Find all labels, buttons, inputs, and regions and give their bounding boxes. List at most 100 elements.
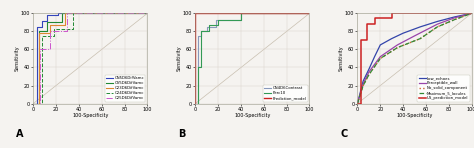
CN4D6Contrast [307,12,312,14]
Perceptible_wall [366,71,372,73]
Low_echoes [366,68,372,70]
Low_echoes [355,103,360,104]
C23D6DifVamc [36,32,42,34]
US_prediction_model [372,23,377,25]
CN4D6Contrast [204,26,210,28]
Line: No_solid_component: No_solid_component [357,13,472,104]
No_solid_component [355,103,360,104]
X-axis label: 100-Specificity: 100-Specificity [234,113,271,118]
No_solid_component [360,85,366,86]
Perc10 [206,24,212,26]
C25D6DifVamc [47,49,53,50]
CN5D6DifVamc [39,26,45,28]
CN4D6Contrast [198,35,204,37]
C25D6DifVamc [47,30,53,32]
CV5D6DifVamc [145,12,150,14]
CN5D6DifVamc [34,26,39,28]
Line: CN4D6Contrast: CN4D6Contrast [195,13,310,104]
C24D6DifVamc [30,103,36,104]
Low_echoes [377,44,383,46]
Line: C25D6DifVamc: C25D6DifVamc [33,13,147,104]
Perc10 [215,19,221,21]
CN4D6Contrast [238,12,244,14]
CN5D6DifVamc [145,12,150,14]
C23D6DifVamc [62,24,68,26]
Low_echoes [418,26,423,28]
US_prediction_model [389,12,394,14]
Low_echoes [372,56,377,58]
CN4D6Contrast [195,35,201,37]
CN4D6Contrast [198,30,204,32]
Maximum_5_locules [366,74,372,76]
Perc10 [198,67,204,68]
Prediction_model [192,103,198,104]
No_solid_component [366,74,372,76]
US_prediction_model [364,23,369,25]
CN4D6Contrast [192,103,198,104]
CN4D6Contrast [213,19,219,21]
Text: B: B [178,129,185,139]
US_prediction_model [358,103,364,104]
Perc10 [215,24,221,26]
CV5D6DifVamc [30,103,36,104]
Text: C: C [340,129,347,139]
Maximum_5_locules [355,103,360,104]
CV5D6DifVamc [44,30,50,32]
No_solid_component [435,26,440,28]
Maximum_5_locules [394,47,400,49]
Y-axis label: Sensitivity: Sensitivity [338,46,344,71]
C25D6DifVamc [37,49,43,50]
C23D6DifVamc [47,24,53,26]
Line: Perc10: Perc10 [195,13,310,104]
No_solid_component [394,47,400,49]
CN4D6Contrast [195,103,201,104]
C24D6DifVamc [51,35,56,37]
Perc10 [307,12,312,14]
No_solid_component [418,38,423,40]
Maximum_5_locules [435,26,440,28]
C24D6DifVamc [70,12,76,14]
CN5D6DifVamc [55,14,61,16]
Low_echoes [435,21,440,22]
C24D6DifVamc [145,12,150,14]
Perc10 [195,103,201,104]
CV5D6DifVamc [36,103,42,104]
X-axis label: 100-Specificity: 100-Specificity [72,113,109,118]
Perc10 [198,30,204,32]
US_prediction_model [469,12,474,14]
Perceptible_wall [360,83,366,85]
Y-axis label: Sensitivity: Sensitivity [14,46,19,71]
C24D6DifVamc [39,103,45,104]
CN5D6DifVamc [44,14,50,16]
Legend: CN5D6DifVamc, CV5D6DifVamc, C23D6DifVamc, C24D6DifVamc, C25D6DifVamc: CN5D6DifVamc, CV5D6DifVamc, C23D6DifVamc… [105,75,146,102]
Perc10 [238,19,244,21]
C25D6DifVamc [64,30,70,32]
Maximum_5_locules [360,85,366,86]
C23D6DifVamc [62,12,68,14]
C23D6DifVamc [36,103,42,104]
Low_echoes [400,32,406,34]
C24D6DifVamc [39,35,45,37]
Prediction_model [192,12,198,14]
Perceptible_wall [435,23,440,25]
Line: C23D6DifVamc: C23D6DifVamc [33,13,147,104]
Legend: CN4D6Contrast, Perc10, Prediction_model: CN4D6Contrast, Perc10, Prediction_model [263,85,308,102]
Perceptible_wall [377,56,383,58]
C25D6DifVamc [37,103,43,104]
US_prediction_model [389,17,394,19]
CV5D6DifVamc [59,12,64,14]
Perceptible_wall [469,12,474,14]
Perceptible_wall [452,17,457,19]
Line: Perceptible_wall: Perceptible_wall [357,13,472,104]
Legend: Low_echoes, Perceptible_wall, No_solid_component, Maximum_5_locules, US_predicti: Low_echoes, Perceptible_wall, No_solid_c… [417,75,470,102]
Perceptible_wall [355,103,360,104]
US_prediction_model [364,40,369,41]
Line: Maximum_5_locules: Maximum_5_locules [357,13,472,104]
CN5D6DifVamc [44,20,50,21]
No_solid_component [469,12,474,14]
US_prediction_model [358,40,364,41]
Maximum_5_locules [377,58,383,59]
US_prediction_model [372,17,377,19]
Perc10 [238,12,244,14]
Text: A: A [16,129,24,139]
